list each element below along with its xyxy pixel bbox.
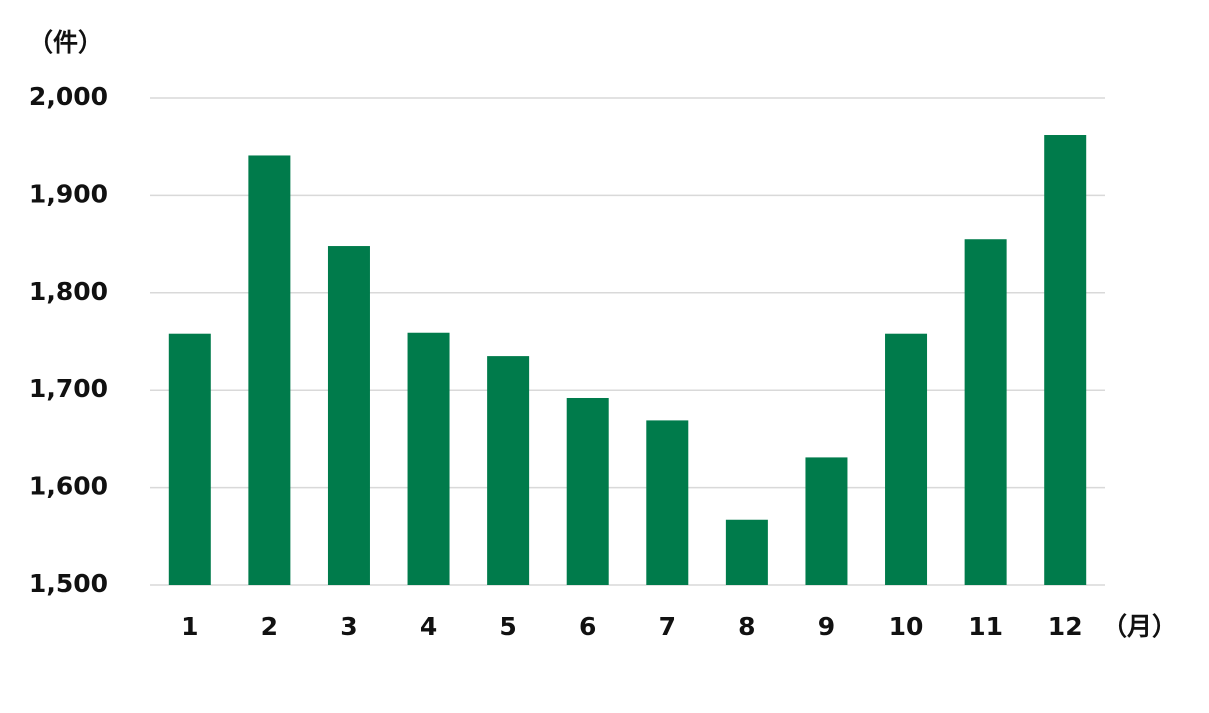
x-tick-label: 12: [1048, 612, 1083, 641]
x-tick-label: 11: [968, 612, 1003, 641]
y-tick-label: 1,700: [29, 374, 108, 403]
y-tick-label: 2,000: [29, 82, 108, 111]
y-tick-label: 1,800: [29, 277, 108, 306]
x-tick-label: 2: [261, 612, 278, 641]
x-tick-label: 1: [181, 612, 198, 641]
bar: [248, 155, 291, 585]
y-axis-label: （件）: [28, 28, 103, 57]
bar: [725, 519, 768, 585]
x-tick-label: 8: [738, 612, 755, 641]
bar: [487, 356, 530, 585]
bar: [566, 397, 609, 585]
bar: [885, 333, 928, 585]
bar: [964, 239, 1007, 586]
x-tick-label: 4: [420, 612, 437, 641]
x-tick-label: 5: [499, 612, 516, 641]
y-tick-label: 1,600: [29, 472, 108, 501]
bar: [1044, 135, 1087, 585]
x-tick-label: 6: [579, 612, 596, 641]
x-tick-label: 10: [889, 612, 924, 641]
y-tick-label: 1,500: [29, 569, 108, 598]
y-tick-label: 1,900: [29, 179, 108, 208]
bar: [646, 420, 689, 585]
x-axis-label: （月）: [1102, 612, 1177, 641]
bar: [407, 332, 450, 585]
x-tick-label: 9: [818, 612, 835, 641]
bar: [327, 246, 370, 585]
bar: [805, 457, 848, 585]
x-tick-label: 3: [340, 612, 357, 641]
x-tick-label: 7: [659, 612, 676, 641]
bar: [168, 333, 211, 585]
